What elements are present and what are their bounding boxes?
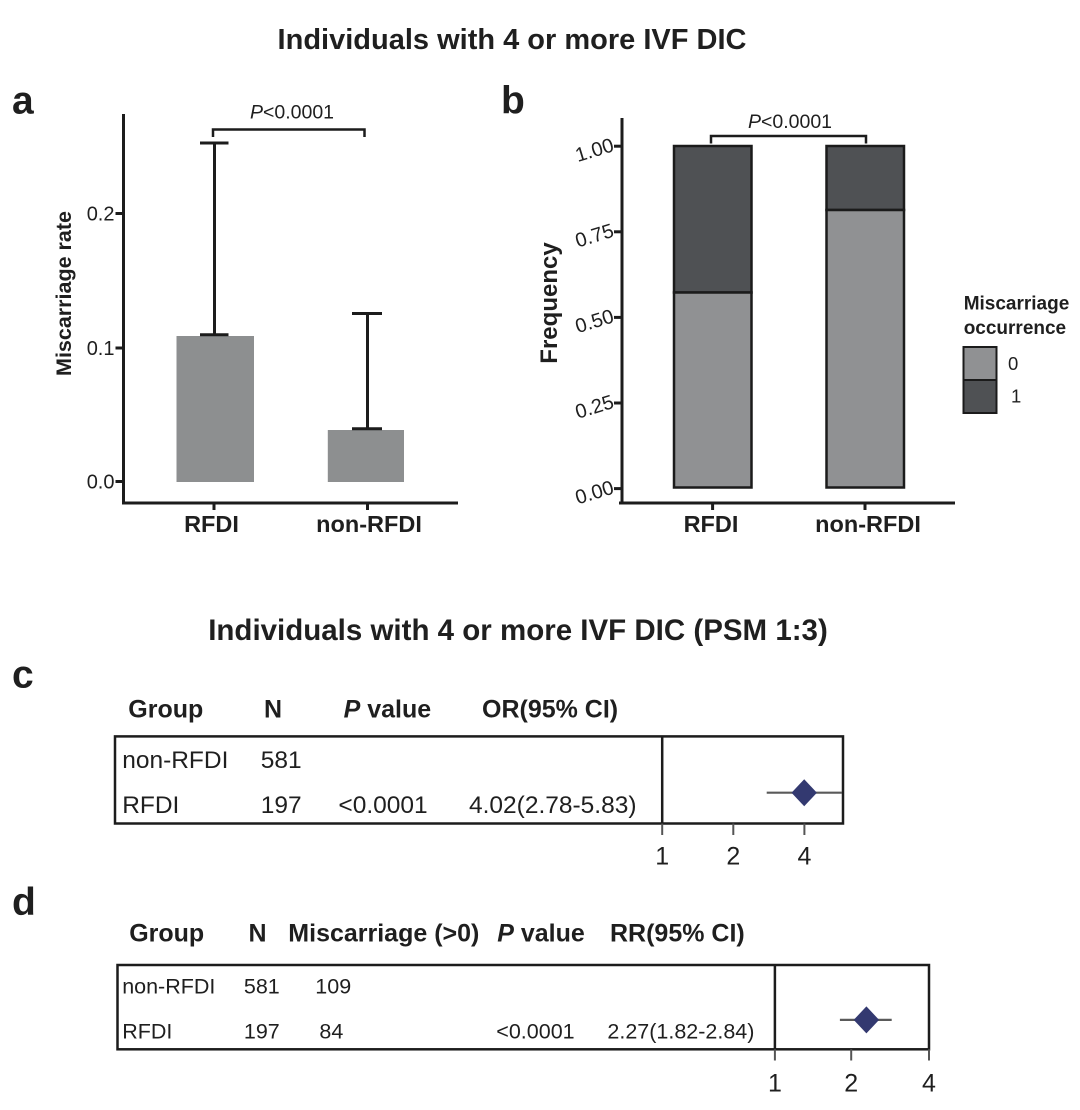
svg-text:non-RFDI: non-RFDI <box>815 511 921 537</box>
svg-text:b: b <box>501 80 525 123</box>
svg-text:Miscarriage rate: Miscarriage rate <box>52 211 76 376</box>
svg-text:0.1: 0.1 <box>87 338 115 360</box>
svg-text:P value: P value <box>344 696 432 724</box>
svg-text:P<0.0001: P<0.0001 <box>748 111 832 133</box>
svg-text:N: N <box>249 920 267 948</box>
svg-text:Individuals with 4 or more IVF: Individuals with 4 or more IVF DIC <box>278 24 747 56</box>
svg-text:<0.0001: <0.0001 <box>496 1020 574 1044</box>
svg-text:c: c <box>12 654 34 697</box>
svg-text:0.25: 0.25 <box>573 391 617 423</box>
svg-text:occurrence: occurrence <box>964 318 1066 339</box>
svg-text:P<0.0001: P<0.0001 <box>250 102 334 124</box>
svg-text:0.2: 0.2 <box>87 204 115 226</box>
svg-text:581: 581 <box>244 975 280 999</box>
svg-text:109: 109 <box>315 975 351 999</box>
svg-text:0: 0 <box>1008 353 1018 374</box>
svg-text:1: 1 <box>655 842 669 870</box>
svg-text:a: a <box>12 80 34 123</box>
svg-text:0.50: 0.50 <box>573 306 617 338</box>
svg-text:0.75: 0.75 <box>573 220 617 252</box>
svg-text:RFDI: RFDI <box>684 511 739 537</box>
svg-text:RFDI: RFDI <box>122 792 179 819</box>
svg-text:Miscarriage (>0): Miscarriage (>0) <box>288 920 479 948</box>
svg-text:RR(95% CI): RR(95% CI) <box>610 920 745 948</box>
svg-text:non-RFDI: non-RFDI <box>122 975 215 999</box>
svg-text:1: 1 <box>768 1070 782 1098</box>
svg-text:RFDI: RFDI <box>122 1020 172 1044</box>
svg-text:197: 197 <box>261 792 302 819</box>
svg-text:Frequency: Frequency <box>536 242 563 364</box>
svg-text:N: N <box>264 696 282 724</box>
svg-text:Group: Group <box>129 920 204 948</box>
svg-text:4: 4 <box>922 1070 936 1098</box>
svg-text:non-RFDI: non-RFDI <box>122 747 228 774</box>
svg-text:2: 2 <box>844 1070 858 1098</box>
svg-text:Group: Group <box>128 696 203 724</box>
svg-text:197: 197 <box>244 1020 280 1044</box>
svg-text:84: 84 <box>319 1020 343 1044</box>
svg-text:4.02(2.78-5.83): 4.02(2.78-5.83) <box>469 792 637 819</box>
svg-text:OR(95% CI): OR(95% CI) <box>482 696 618 724</box>
svg-text:P value: P value <box>497 920 585 948</box>
svg-text:Miscarriage: Miscarriage <box>964 294 1070 315</box>
svg-text:<0.0001: <0.0001 <box>338 792 427 819</box>
svg-text:2: 2 <box>726 842 740 870</box>
svg-text:1: 1 <box>1011 386 1021 407</box>
svg-text:2.27(1.82-2.84): 2.27(1.82-2.84) <box>607 1020 754 1044</box>
svg-text:0.00: 0.00 <box>573 477 617 509</box>
svg-text:4: 4 <box>797 842 811 870</box>
svg-text:d: d <box>12 881 36 924</box>
svg-text:Individuals with 4 or more IVF: Individuals with 4 or more IVF DIC (PSM … <box>208 614 828 647</box>
svg-text:581: 581 <box>261 747 302 774</box>
svg-text:non-RFDI: non-RFDI <box>316 511 422 537</box>
svg-text:RFDI: RFDI <box>184 511 239 537</box>
svg-text:0.0: 0.0 <box>87 472 115 494</box>
svg-text:1.00: 1.00 <box>573 134 617 166</box>
